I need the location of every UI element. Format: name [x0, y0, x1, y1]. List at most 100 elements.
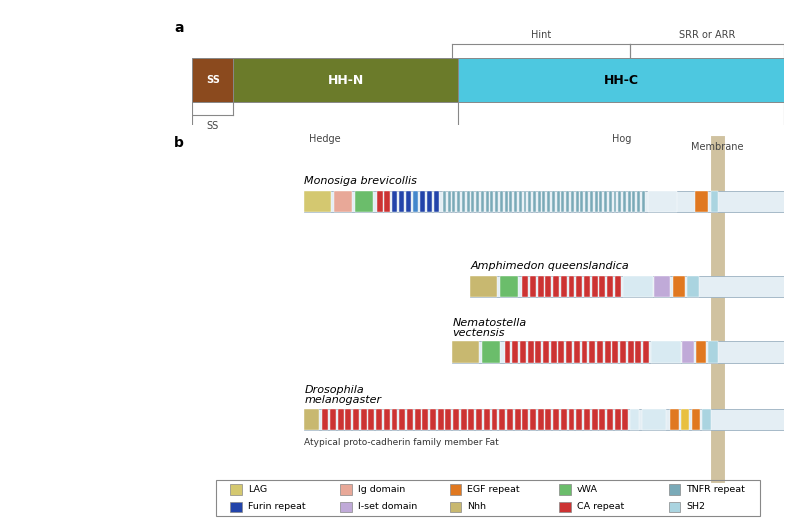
Bar	[559, 484, 571, 495]
Bar	[340, 502, 352, 513]
Bar	[628, 191, 630, 212]
Bar	[438, 409, 443, 430]
Bar	[523, 191, 526, 212]
Bar	[542, 191, 546, 212]
Bar	[446, 409, 451, 430]
Text: Hint: Hint	[531, 30, 551, 40]
Bar	[609, 191, 612, 212]
Bar	[505, 191, 507, 212]
Bar	[353, 409, 359, 430]
Bar	[590, 341, 595, 363]
Bar	[391, 409, 398, 430]
Bar	[582, 341, 587, 363]
Text: SS: SS	[206, 121, 219, 131]
Bar	[612, 341, 618, 363]
Bar	[369, 409, 374, 430]
Bar	[618, 191, 622, 212]
Bar	[687, 276, 699, 297]
Bar	[507, 409, 513, 430]
Bar	[669, 484, 680, 495]
Bar	[654, 276, 670, 297]
Bar	[399, 409, 405, 430]
Bar	[590, 191, 593, 212]
Bar	[413, 191, 418, 212]
Text: Hog: Hog	[611, 134, 631, 144]
Bar	[535, 341, 542, 363]
Bar	[682, 341, 694, 363]
Bar	[558, 341, 564, 363]
Bar	[538, 409, 544, 430]
Bar	[458, 58, 784, 102]
Text: Membrane: Membrane	[691, 141, 744, 151]
Bar	[391, 191, 397, 212]
Bar	[427, 191, 432, 212]
Bar	[528, 191, 531, 212]
Bar	[448, 191, 450, 212]
Bar	[522, 409, 528, 430]
Bar	[490, 191, 494, 212]
Bar	[599, 276, 606, 297]
Bar	[484, 409, 490, 430]
Bar	[599, 191, 602, 212]
Bar	[230, 484, 242, 495]
Bar	[470, 276, 784, 297]
Bar	[514, 191, 517, 212]
Bar	[642, 191, 645, 212]
Text: Amphimedon queenslandica: Amphimedon queenslandica	[470, 261, 629, 271]
Text: Nhh: Nhh	[467, 503, 486, 512]
Bar	[576, 409, 582, 430]
Bar	[637, 191, 640, 212]
Bar	[696, 341, 706, 363]
Text: Monosiga brevicollis: Monosiga brevicollis	[305, 176, 418, 186]
Bar	[340, 484, 352, 495]
Bar	[192, 58, 234, 102]
Bar	[499, 409, 505, 430]
Text: SH2: SH2	[686, 503, 706, 512]
Bar	[576, 191, 578, 212]
Bar	[550, 341, 557, 363]
Text: Ig domain: Ig domain	[358, 485, 405, 494]
Bar	[384, 409, 390, 430]
Bar	[673, 276, 685, 297]
Bar	[584, 409, 590, 430]
Bar	[453, 341, 784, 363]
Bar	[461, 409, 466, 430]
Bar	[491, 409, 498, 430]
Bar	[528, 341, 534, 363]
Text: EGF repeat: EGF repeat	[467, 485, 520, 494]
Bar	[561, 409, 566, 430]
Bar	[453, 409, 459, 430]
Bar	[614, 276, 621, 297]
Bar	[518, 191, 522, 212]
Bar	[330, 409, 336, 430]
Bar	[599, 409, 606, 430]
Text: vWA: vWA	[577, 485, 598, 494]
Bar	[620, 341, 626, 363]
Bar	[338, 409, 343, 430]
Text: SS: SS	[206, 75, 220, 86]
Text: CA repeat: CA repeat	[577, 503, 624, 512]
Bar	[702, 409, 710, 430]
Bar	[538, 191, 541, 212]
Bar	[500, 276, 518, 297]
Bar	[322, 409, 328, 430]
Bar	[692, 409, 700, 430]
Bar	[533, 191, 536, 212]
Bar	[622, 409, 628, 430]
Bar	[520, 341, 526, 363]
Text: b: b	[174, 136, 184, 150]
Text: LAG: LAG	[248, 485, 267, 494]
Bar	[547, 191, 550, 212]
Bar	[543, 341, 549, 363]
Bar	[486, 191, 489, 212]
Bar	[546, 409, 551, 430]
Bar	[453, 341, 479, 363]
Bar	[450, 484, 462, 495]
Bar	[566, 191, 569, 212]
Bar	[648, 191, 678, 212]
Text: TNFR repeat: TNFR repeat	[686, 485, 745, 494]
Bar	[559, 502, 571, 513]
Bar	[552, 191, 555, 212]
Bar	[585, 191, 588, 212]
Bar	[669, 502, 680, 513]
